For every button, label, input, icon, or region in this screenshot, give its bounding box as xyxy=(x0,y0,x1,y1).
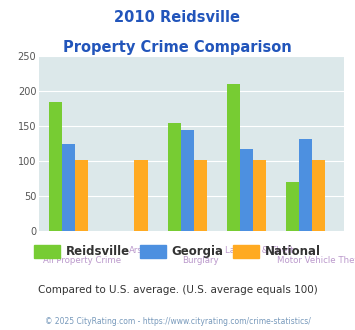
Text: All Property Crime: All Property Crime xyxy=(43,256,121,265)
Bar xyxy=(75,160,88,231)
Text: Compared to U.S. average. (U.S. average equals 100): Compared to U.S. average. (U.S. average … xyxy=(38,285,317,295)
Bar xyxy=(168,122,181,231)
Text: Motor Vehicle Theft: Motor Vehicle Theft xyxy=(277,256,355,265)
Text: Larceny & Theft: Larceny & Theft xyxy=(225,247,294,255)
Text: Arson: Arson xyxy=(129,247,153,255)
Text: 2010 Reidsville: 2010 Reidsville xyxy=(115,10,240,25)
Legend: Reidsville, Georgia, National: Reidsville, Georgia, National xyxy=(29,240,326,263)
Bar xyxy=(135,160,148,231)
Bar xyxy=(194,160,207,231)
Bar xyxy=(181,130,194,231)
Bar xyxy=(299,139,312,231)
Bar xyxy=(240,149,253,231)
Text: Burglary: Burglary xyxy=(182,256,219,265)
Bar xyxy=(312,160,326,231)
Bar xyxy=(286,182,299,231)
Bar xyxy=(62,144,75,231)
Bar xyxy=(253,160,266,231)
Bar xyxy=(49,102,62,231)
Text: © 2025 CityRating.com - https://www.cityrating.com/crime-statistics/: © 2025 CityRating.com - https://www.city… xyxy=(45,317,310,326)
Text: Property Crime Comparison: Property Crime Comparison xyxy=(63,40,292,54)
Bar xyxy=(227,84,240,231)
